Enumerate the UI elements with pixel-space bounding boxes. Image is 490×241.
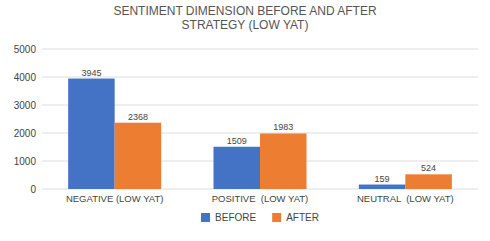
x-tick-label: POSITIVE (LOW YAT)	[212, 193, 309, 204]
title: SENTIMENT DIMENSION BEFORE AND AFTERSTRA…	[113, 4, 376, 32]
data-label: 159	[375, 174, 390, 184]
bar	[213, 147, 260, 189]
legend-label: BEFORE	[215, 212, 256, 223]
legend: BEFORE AFTER	[201, 212, 319, 223]
legend-label: AFTER	[286, 212, 319, 223]
grid-line	[42, 49, 478, 50]
x-tick-label: NEUTRAL (LOW YAT)	[357, 193, 454, 204]
grid-line	[42, 77, 478, 78]
data-label: 524	[421, 163, 436, 173]
legend-swatch	[201, 213, 210, 222]
y-tick-label: 5000	[14, 44, 37, 55]
bar	[115, 123, 162, 189]
chart: SENTIMENT DIMENSION BEFORE AND AFTERSTRA…	[0, 0, 490, 241]
bar	[405, 174, 452, 189]
data-label: 3945	[81, 68, 101, 78]
data-label: 2368	[128, 112, 148, 122]
y-tick-label: 1000	[14, 156, 37, 167]
bars	[68, 79, 452, 189]
y-tick-label: 0	[30, 184, 36, 195]
bar	[359, 185, 406, 189]
y-tick-label: 2000	[14, 128, 37, 139]
legend-swatch	[272, 213, 281, 222]
y-tick-label: 3000	[14, 100, 37, 111]
data-label: 1983	[273, 122, 293, 132]
bar	[68, 79, 115, 189]
y-tick-label: 4000	[14, 72, 37, 83]
data-labels: 3945 2368 1509 1983 159 524	[81, 68, 436, 184]
background	[0, 0, 490, 241]
x-tick-label: NEGATIVE (LOW YAT)	[66, 193, 163, 204]
bar	[260, 133, 307, 189]
data-label: 1509	[227, 136, 247, 146]
